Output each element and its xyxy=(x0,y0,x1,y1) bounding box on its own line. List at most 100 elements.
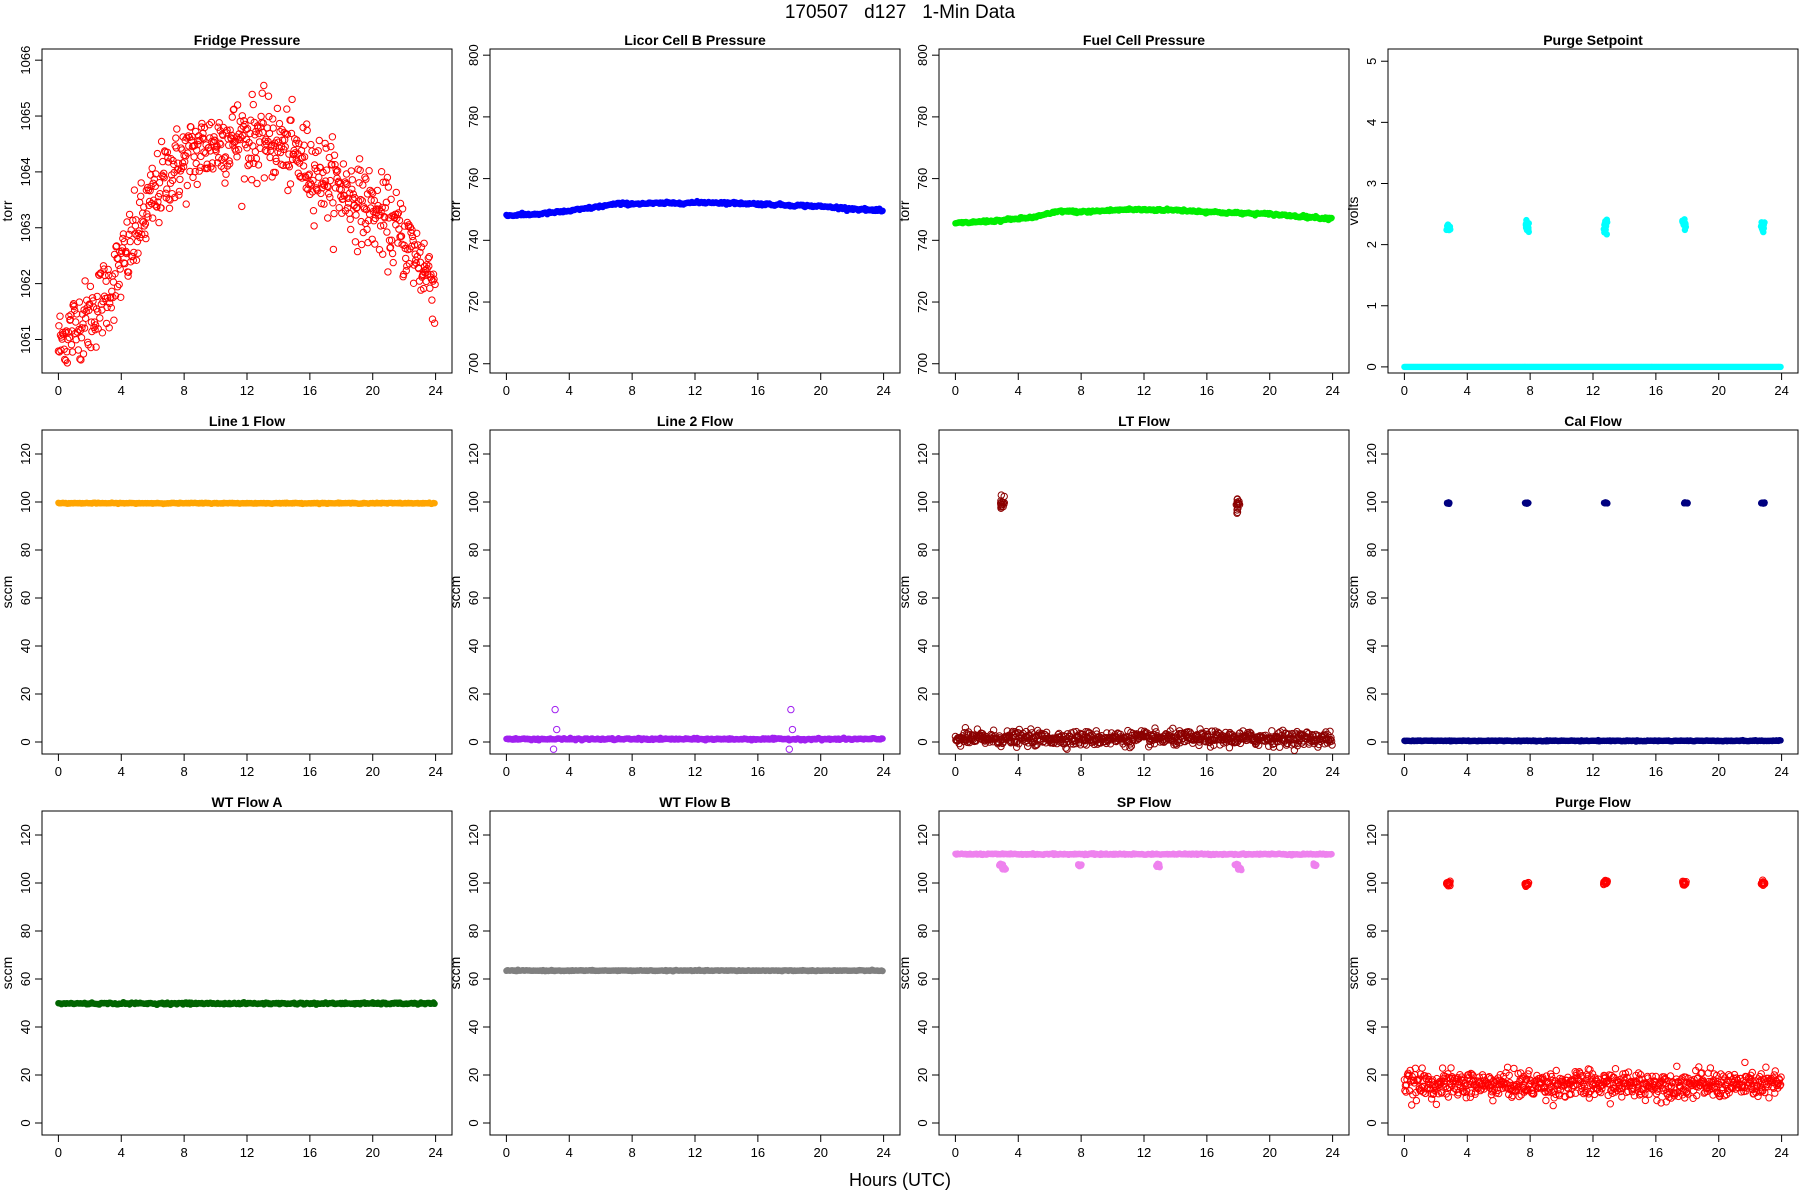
y-axis-label: sccm xyxy=(0,576,15,609)
data-point xyxy=(295,139,303,148)
data-point xyxy=(124,268,133,276)
x-tick-label: 12 xyxy=(240,1145,254,1160)
data-point xyxy=(425,262,433,270)
data-point xyxy=(173,125,181,133)
x-tick-label: 16 xyxy=(751,1145,765,1160)
data-point xyxy=(1761,499,1768,506)
panel-title: WT Flow B xyxy=(659,794,731,810)
x-tick-label: 16 xyxy=(1649,383,1663,398)
data-point xyxy=(1522,500,1529,507)
data-point xyxy=(383,173,392,182)
data-point xyxy=(879,207,886,214)
y-tick-label: 60 xyxy=(1364,591,1379,605)
data-point xyxy=(305,170,313,178)
x-tick-label: 20 xyxy=(365,1145,379,1160)
y-tick-label: 1064 xyxy=(18,157,33,186)
data-point xyxy=(183,181,192,190)
data-point xyxy=(358,240,366,249)
data-point xyxy=(339,160,348,168)
x-tick-label: 20 xyxy=(1262,383,1276,398)
data-point xyxy=(397,232,406,241)
y-tick-label: 100 xyxy=(18,872,33,894)
plot-frame xyxy=(41,810,453,1136)
data-point xyxy=(186,167,194,176)
data-point xyxy=(190,153,198,161)
data-point xyxy=(365,167,373,175)
data-point xyxy=(258,89,266,97)
data-point xyxy=(226,160,234,168)
data-point xyxy=(330,209,338,218)
data-point xyxy=(424,254,432,262)
y-tick-label: 80 xyxy=(18,543,33,557)
panel-title: Licor Cell B Pressure xyxy=(624,32,766,48)
data-point xyxy=(92,343,100,351)
data-point xyxy=(107,304,116,312)
data-point xyxy=(160,174,168,182)
x-tick-label: 24 xyxy=(428,764,442,779)
x-tick-label: 16 xyxy=(1649,764,1663,779)
data-point xyxy=(67,341,76,349)
data-point xyxy=(70,302,78,311)
x-tick-label: 8 xyxy=(629,1145,636,1160)
data-point xyxy=(395,225,403,233)
data-point xyxy=(306,190,314,199)
x-tick-label: 4 xyxy=(1015,1145,1022,1160)
panel-title: Line 1 Flow xyxy=(209,413,285,429)
y-tick-label: 80 xyxy=(18,924,33,938)
x-tick-label: 12 xyxy=(240,383,254,398)
data-point xyxy=(323,182,331,190)
x-tick-label: 20 xyxy=(1262,1145,1276,1160)
data-point xyxy=(234,146,243,154)
data-point xyxy=(175,191,183,199)
data-point xyxy=(153,149,162,158)
data-point xyxy=(91,321,100,329)
data-point xyxy=(384,183,393,191)
data-point xyxy=(86,282,95,291)
data-point xyxy=(343,204,352,212)
data-point xyxy=(77,334,86,342)
data-point xyxy=(427,275,436,283)
data-point xyxy=(120,259,128,267)
y-tick-label: 0 xyxy=(466,738,481,745)
data-point xyxy=(63,348,71,356)
data-point xyxy=(206,147,215,155)
data-point xyxy=(284,186,292,195)
data-point xyxy=(300,153,309,161)
x-tick-label: 20 xyxy=(1711,383,1725,398)
data-point xyxy=(271,168,279,177)
data-point xyxy=(238,202,246,211)
figure-title: 170507 d127 1-Min Data xyxy=(784,2,1016,23)
data-point xyxy=(973,725,982,733)
data-point xyxy=(146,187,154,195)
data-point xyxy=(348,176,356,184)
data-point xyxy=(93,292,101,301)
data-point xyxy=(230,105,238,113)
data-point xyxy=(286,180,295,188)
data-point xyxy=(105,324,113,332)
data-point xyxy=(338,209,346,217)
x-tick-label: 4 xyxy=(566,764,573,779)
data-point xyxy=(362,175,370,183)
x-tick-label: 12 xyxy=(1137,1145,1151,1160)
data-point xyxy=(1777,363,1784,371)
data-point xyxy=(76,355,84,363)
data-point xyxy=(145,197,154,206)
data-point xyxy=(367,196,375,204)
data-point xyxy=(177,144,185,152)
data-points xyxy=(503,966,886,975)
data-point xyxy=(139,218,148,226)
data-point xyxy=(392,221,400,229)
x-tick-label: 0 xyxy=(952,383,959,398)
plot-frame xyxy=(41,429,453,755)
data-points xyxy=(503,705,886,753)
x-tick-label: 16 xyxy=(751,383,765,398)
y-tick-label: 2 xyxy=(1364,241,1379,248)
data-point xyxy=(269,115,277,123)
data-point xyxy=(357,217,365,226)
data-point xyxy=(353,247,362,256)
data-point xyxy=(65,312,73,320)
plot-frame xyxy=(938,429,1350,755)
x-tick-label: 24 xyxy=(1325,383,1339,398)
data-point xyxy=(239,132,247,140)
data-point xyxy=(376,222,385,230)
